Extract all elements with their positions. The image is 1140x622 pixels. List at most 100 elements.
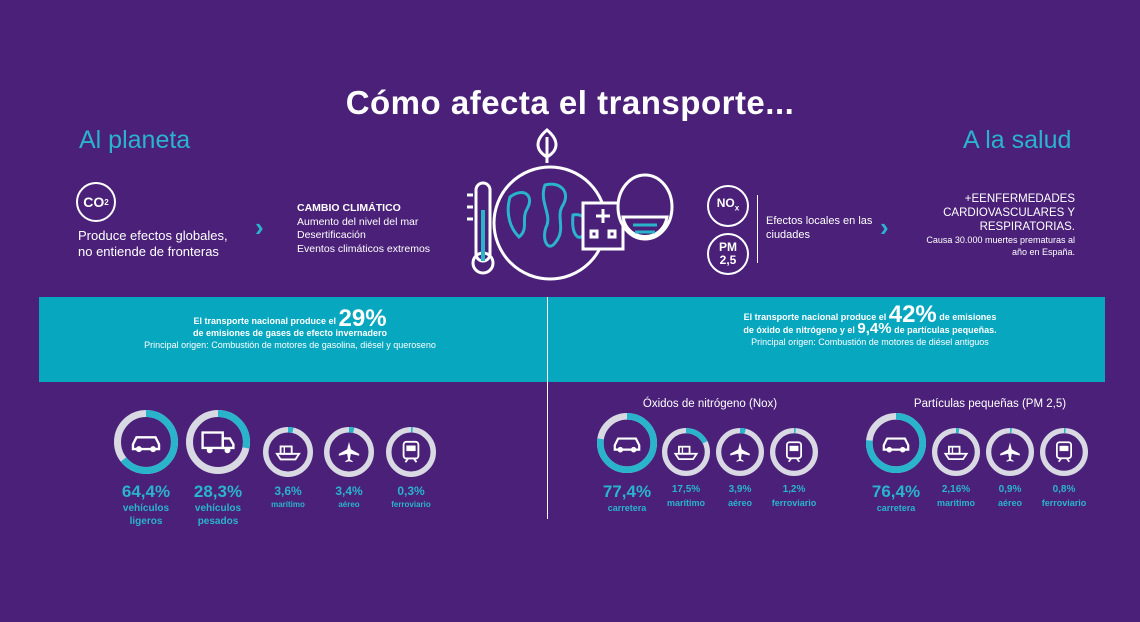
nox-section-title: Óxidos de nitrógeno (Nox) — [642, 398, 778, 410]
ship-icon — [673, 445, 699, 460]
nox-subscript: x — [734, 203, 740, 213]
car-icon — [882, 437, 910, 453]
train-icon — [1056, 441, 1072, 463]
health-band-origin: Principal origen: Combustión de motores … — [751, 337, 989, 347]
plane-icon — [338, 441, 360, 463]
donut-chart — [985, 427, 1035, 477]
thermometer-icon — [467, 181, 495, 275]
stat-value: 17,5% — [671, 484, 701, 495]
stat-label: vehículos ligeros — [122, 503, 170, 527]
donut-value-arc — [865, 412, 927, 474]
leaf-icon — [536, 128, 558, 163]
planet-band-post: de emisiones de gases de efecto invernad… — [192, 328, 388, 338]
co2-subscript: 2 — [104, 197, 109, 207]
stat-value: 0,3% — [397, 484, 425, 498]
stats-band — [39, 297, 1105, 382]
planet-effect-text: Produce efectos globales, no entiende de… — [78, 228, 228, 259]
donut-value-arc — [596, 412, 658, 474]
co2-label: CO — [83, 194, 105, 210]
stat-value: 64,4% — [121, 482, 171, 501]
stat-label: ferroviario — [771, 498, 817, 508]
donut-chart — [114, 410, 178, 474]
stat-value: 3,4% — [335, 484, 363, 498]
donut-chart — [386, 427, 436, 477]
chevron-right-icon: › — [255, 212, 264, 242]
climate-line: Desertificación — [297, 229, 366, 241]
page-title: Cómo afecta el transporte... — [345, 84, 795, 121]
donut-value-arc — [931, 427, 981, 477]
donut-chart — [661, 427, 711, 477]
donut-chart — [931, 427, 981, 477]
health-band-pre: El transporte nacional produce el — [743, 312, 887, 322]
donut-center — [668, 434, 704, 470]
stat-label: vehículos pesados — [194, 503, 242, 527]
donut-chart — [596, 412, 658, 474]
chevron-right-icon: › — [880, 212, 889, 242]
pm-label: PM — [719, 240, 737, 254]
donut-chart — [1039, 427, 1089, 477]
health-band-line2-pre: de óxido de nitrógeno y el — [743, 325, 855, 335]
pm-size: 2,5 — [719, 253, 737, 267]
donut-center — [194, 418, 242, 466]
donut-value-arc — [263, 427, 313, 477]
donut-center — [938, 434, 974, 470]
stat-label: aéreo — [727, 498, 753, 508]
health-main-text: +EENFERMEDADES CARDIOVASCULARES Y RESPIR… — [943, 193, 1075, 233]
planet-band-origin: Principal origen: Combustión de motores … — [144, 340, 436, 350]
climate-line: Eventos climáticos extremos — [297, 242, 431, 255]
nox-label: NO — [716, 196, 735, 211]
stat-value: 0,9% — [998, 484, 1022, 495]
donut-value-arc — [985, 427, 1035, 477]
ship-icon — [943, 445, 969, 460]
local-effects-text: Efectos locales en las ciudades — [766, 215, 873, 241]
donut-value-arc — [715, 427, 765, 477]
stat-value: 76,4% — [871, 482, 921, 501]
donut-center — [604, 420, 650, 466]
health-heading: A la salud — [963, 126, 1072, 154]
donut-value-arc — [1039, 427, 1089, 477]
stat-label: marítimo — [666, 498, 705, 508]
globe-illustration — [467, 128, 674, 281]
stat-label: aéreo — [997, 498, 1023, 508]
health-band-pct: 42% — [888, 301, 937, 328]
car-icon — [613, 437, 641, 453]
train-icon — [402, 440, 420, 463]
donut-value-arc — [114, 410, 178, 474]
stat-label: ferroviario — [391, 500, 431, 509]
climate-line: Aumento del nivel del mar — [297, 215, 419, 228]
center-divider — [547, 297, 548, 519]
donut-center — [873, 420, 919, 466]
donut-center — [776, 434, 812, 470]
stat-value: 2,16% — [941, 484, 971, 495]
donut-center — [392, 433, 430, 471]
planet-band-pre: El transporte nacional produce el — [193, 316, 336, 326]
donut-value-arc — [324, 427, 374, 477]
donut-chart — [865, 412, 927, 474]
donut-value-arc — [661, 427, 711, 477]
stat-label: ferroviario — [1041, 498, 1087, 508]
plane-icon — [1000, 442, 1020, 462]
plane-icon — [730, 442, 750, 462]
donut-value-arc — [769, 427, 819, 477]
stat-value: 28,3% — [193, 482, 243, 501]
donut-center — [122, 418, 170, 466]
climate-change-block: CAMBIO CLIMÁTICO Aumento del nivel del m… — [297, 202, 487, 256]
health-band-mid: de emisiones — [939, 312, 997, 322]
donut-center — [1046, 434, 1082, 470]
donut-chart — [186, 410, 250, 474]
stat-label: carretera — [876, 503, 916, 513]
truck-icon — [201, 431, 235, 454]
stat-value: 77,4% — [602, 482, 652, 501]
donut-chart — [263, 427, 313, 477]
donut-value-arc — [386, 427, 436, 477]
health-band-text: El transporte nacional produce el 42% de… — [670, 303, 1070, 348]
health-band-pct2: 9,4% — [857, 320, 892, 337]
car-icon — [131, 436, 161, 453]
donut-chart — [324, 427, 374, 477]
divider — [757, 195, 758, 263]
stat-value: 0,8% — [1052, 484, 1076, 495]
stat-label: marítimo — [271, 500, 305, 509]
donut-value-arc — [186, 410, 250, 474]
stat-label: carretera — [607, 503, 647, 513]
stat-value: 1,2% — [782, 484, 806, 495]
